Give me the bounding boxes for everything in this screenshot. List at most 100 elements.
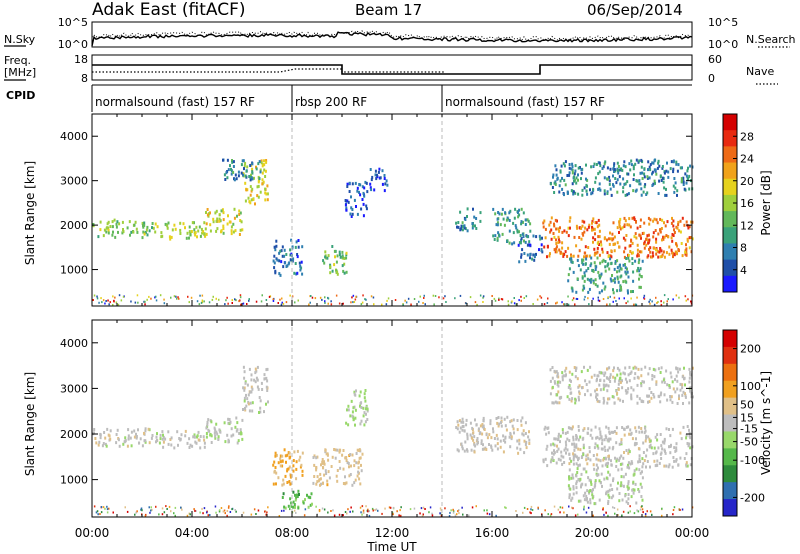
nsearch-tick-bottom: 10^0	[708, 38, 738, 51]
colorbar-tick-label: 50	[740, 398, 754, 411]
freq-line	[92, 64, 692, 75]
nsky-label: N.Sky	[4, 33, 36, 46]
colorbar-tick-label: 24	[740, 153, 754, 166]
echo-region	[455, 415, 531, 455]
echo-region	[492, 207, 532, 246]
nsearch-label: N.Search	[746, 33, 796, 46]
echo-region	[281, 489, 313, 510]
echo-region	[517, 234, 544, 264]
colorbar-tick-label: 4	[740, 264, 747, 277]
date-title: 06/Sep/2014	[587, 1, 683, 19]
colorbar-segment	[723, 431, 737, 449]
colorbar-segment	[723, 448, 737, 466]
colorbar-tick-label: 28	[740, 130, 754, 143]
echo-region	[567, 256, 644, 295]
echo-region	[204, 207, 244, 236]
y-tick-label: 3000	[60, 382, 88, 395]
panel-frame	[91, 113, 693, 307]
echo-region	[567, 466, 644, 506]
x-tick-label: 00:00	[75, 526, 110, 540]
colorbar-segment	[723, 414, 737, 432]
echo-region	[205, 416, 244, 445]
colorbar-frame	[722, 329, 738, 517]
x-axis-title: Time UT	[366, 540, 417, 554]
colorbar-segment	[723, 363, 737, 382]
colorbar-segment	[723, 259, 737, 277]
power-colorbar: 4 8 12 16 20 24 28	[722, 113, 754, 293]
colorbar-tick-label: -15	[740, 423, 758, 436]
echo-region	[154, 221, 207, 241]
x-tick-label: 12:00	[375, 526, 410, 540]
nsky-panel	[91, 21, 693, 48]
colorbar-segment	[723, 275, 737, 293]
x-tick-label: 00:00	[675, 526, 710, 540]
colorbar-tick-label: -50	[740, 436, 758, 449]
cpid-segments: normalsound (fast) 157 RF rbsp 200 RF norm…	[91, 85, 605, 112]
beam-title: Beam 17	[355, 1, 422, 19]
colorbar-tick-label: 8	[740, 242, 747, 255]
colorbar-tick-label: 20	[740, 175, 754, 188]
near-range-echoes	[93, 505, 694, 517]
colorbar-segment	[723, 227, 737, 244]
colorbar-segment	[723, 194, 737, 212]
echo-region	[345, 389, 369, 427]
y-tick-label: 1000	[60, 474, 88, 487]
nsky-line	[91, 31, 693, 47]
cpid-segment-label: normalsound (fast) 157 RF	[445, 95, 605, 109]
freq-tick-top: 18	[74, 53, 88, 66]
colorbar-tick-label: 200	[740, 343, 761, 356]
colorbar-tick-label: -200	[740, 491, 765, 504]
colorbar-segment	[723, 330, 737, 348]
power-panel: 1000 2000 3000 4000	[60, 113, 694, 307]
y-tick-label: 4000	[60, 337, 88, 350]
freq-unit: [MHz]	[4, 66, 36, 79]
nave-tick-bottom: 0	[708, 72, 715, 85]
nave-label: Nave	[746, 65, 774, 78]
echo-region	[344, 180, 369, 218]
velocity-y-axis-title: Slant Range [km]	[23, 372, 37, 476]
colorbar-tick-label: -100	[740, 454, 765, 467]
echo-region	[312, 448, 364, 487]
y-tick-label: 1000	[60, 264, 88, 277]
echo-region	[549, 365, 694, 405]
echo-region	[455, 207, 482, 233]
echo-region	[242, 365, 269, 414]
colorbar-segment	[723, 380, 737, 399]
echo-region	[549, 158, 694, 197]
nave-tick-top: 60	[708, 53, 722, 66]
nsky-tick-top: 10^5	[58, 16, 88, 29]
nsearch-line	[91, 30, 693, 42]
nsky-tick-bottom: 10^0	[58, 38, 88, 51]
x-tick-label: 08:00	[275, 526, 310, 540]
y-tick-label: 3000	[60, 175, 88, 188]
cpid-segment-label: normalsound (fast) 157 RF	[95, 95, 255, 109]
colorbar-segment	[723, 499, 737, 517]
colorbar-segment	[723, 397, 737, 416]
echo-region	[542, 425, 694, 469]
colorbar-segment	[723, 482, 737, 500]
colorbar-tick-label: 100	[740, 380, 761, 393]
colorbar-tick-label: 12	[740, 219, 754, 232]
freq-tick-bottom: 8	[81, 72, 88, 85]
velocity-colorbar-label: Velocity [m s^-1]	[759, 371, 773, 475]
time-axis-labels: 00:00 04:00 08:00 12:00 16:00 20:00 00:00	[75, 526, 710, 540]
velocity-panel: 1000 2000 3000 4000	[60, 319, 694, 518]
colorbar-tick-label: 16	[740, 197, 754, 210]
colorbar-segment	[723, 465, 737, 483]
colorbar-segment	[723, 243, 737, 261]
echo-region	[322, 245, 348, 276]
nave-line	[92, 68, 445, 73]
echo-region	[542, 216, 694, 259]
echo-region	[92, 218, 157, 240]
echo-region	[272, 238, 304, 277]
x-tick-label: 20:00	[575, 526, 610, 540]
nsearch-tick-top: 10^5	[708, 16, 738, 29]
x-tick-label: 04:00	[175, 526, 210, 540]
y-tick-label: 2000	[60, 219, 88, 232]
colorbar-segment	[723, 162, 737, 180]
colorbar-segment	[723, 114, 737, 131]
x-tick-label: 16:00	[475, 526, 510, 540]
power-y-axis-title: Slant Range [km]	[23, 161, 37, 265]
